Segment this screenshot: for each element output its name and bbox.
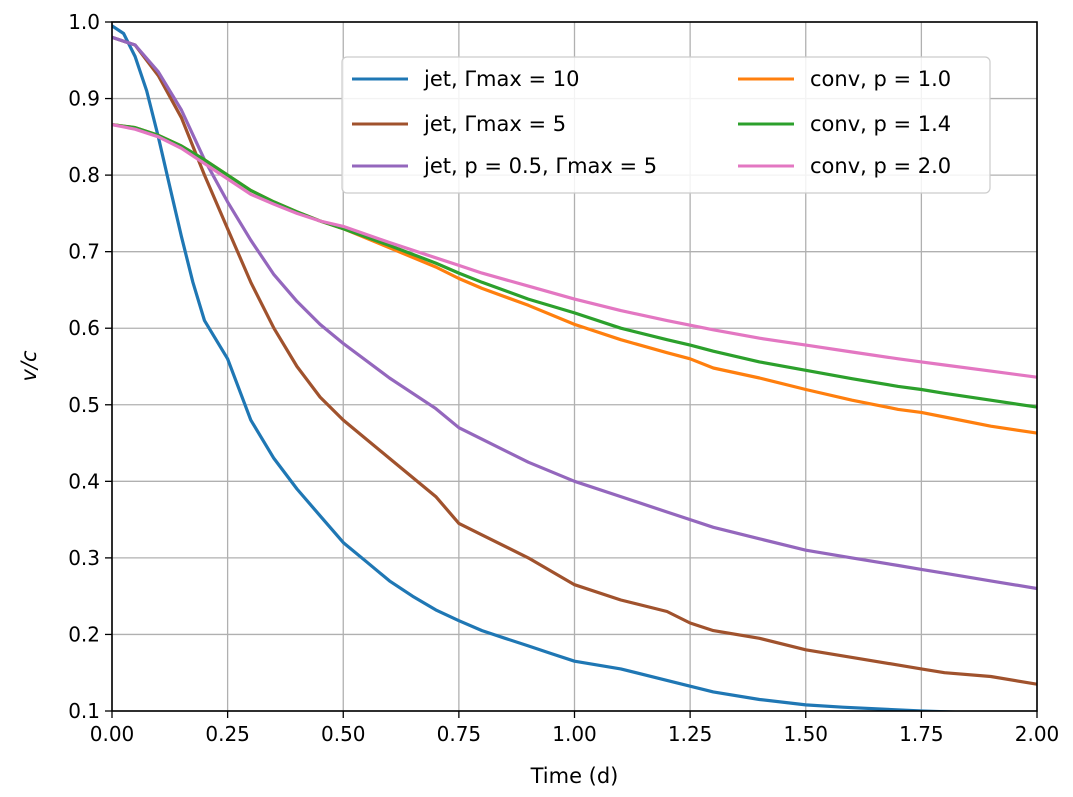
legend: jet, Γmax = 10 jet, Γmax = 5 jet, p = 0.… xyxy=(341,56,991,194)
legend-box xyxy=(341,56,991,194)
series-line-1 xyxy=(112,35,1037,686)
x-tick-label-6: 1.50 xyxy=(783,722,828,746)
legend-label-conv-p1: conv, p = 1.0 xyxy=(810,67,951,91)
series-line-0 xyxy=(112,24,971,711)
y-tick-label-0: 0.1 xyxy=(68,699,100,723)
series-line-5 xyxy=(112,122,1037,379)
x-tick-label-8: 2.00 xyxy=(1015,722,1060,746)
y-tick-label-7: 0.8 xyxy=(68,163,100,187)
y-axis-label: v/c xyxy=(17,350,41,382)
y-tick-label-5: 0.6 xyxy=(68,316,100,340)
y-tick-label-4: 0.5 xyxy=(68,393,100,417)
x-tick-label-7: 1.75 xyxy=(899,722,944,746)
x-axis-label: Time (d) xyxy=(530,764,619,788)
x-tick-label-5: 1.25 xyxy=(668,722,713,746)
legend-label-jet-p05-gmax-5: jet, p = 0.5, Γmax = 5 xyxy=(423,154,657,178)
series-line-2 xyxy=(112,35,1037,591)
x-tick-label-0: 0.00 xyxy=(90,722,135,746)
x-tick-label-4: 1.00 xyxy=(552,722,597,746)
series-line-4 xyxy=(112,122,1037,409)
legend-label-jet-gmax-5: jet, Γmax = 5 xyxy=(423,112,566,136)
legend-label-conv-p2: conv, p = 2.0 xyxy=(810,154,951,178)
legend-label-jet-gmax-10: jet, Γmax = 10 xyxy=(423,67,579,91)
axis-ticks: 0.00 0.25 0.50 0.75 1.00 1.25 1.50 1.75 2.00 0.1 0… xyxy=(68,10,1059,746)
y-tick-label-2: 0.3 xyxy=(68,546,100,570)
y-tick-label-9: 1.0 xyxy=(68,10,100,34)
y-tick-label-3: 0.4 xyxy=(68,469,100,493)
series-lines xyxy=(112,24,1037,711)
legend-label-conv-p14: conv, p = 1.4 xyxy=(810,112,951,136)
y-tick-label-8: 0.9 xyxy=(68,87,100,111)
y-tick-label-6: 0.7 xyxy=(68,240,100,264)
x-tick-label-2: 0.50 xyxy=(321,722,366,746)
x-tick-label-1: 0.25 xyxy=(205,722,250,746)
x-tick-label-3: 0.75 xyxy=(437,722,482,746)
y-tick-label-1: 0.2 xyxy=(68,622,100,646)
